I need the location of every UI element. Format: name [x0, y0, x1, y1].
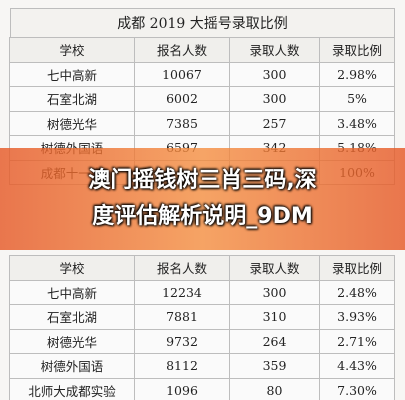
cell: 树德光华: [9, 328, 135, 354]
header-cell: 报名人数: [134, 255, 230, 281]
cell: 300: [229, 279, 320, 305]
header-cell: 录取比例: [319, 255, 395, 281]
banner-line: 澳门摇钱树三肖三码,深: [88, 168, 317, 193]
header-cell: 录取人数: [229, 255, 320, 281]
cell: 4.43%: [319, 353, 395, 379]
cell: 10067: [134, 61, 230, 87]
header-cell: 报名人数: [134, 37, 230, 63]
cell: 石室北湖: [9, 304, 135, 330]
cell: 2.98%: [319, 61, 395, 87]
banner-line: 度评估解析说明_9DM: [92, 204, 313, 229]
cell: 300: [229, 61, 320, 87]
cell: 6002: [134, 86, 230, 112]
cell: 359: [229, 353, 320, 379]
cell: 石室北湖: [9, 86, 135, 112]
cell: 257: [229, 110, 320, 136]
cell: 树德光华: [9, 110, 135, 136]
cell: 3.48%: [319, 110, 395, 136]
cell: 七中高新: [9, 279, 135, 305]
cell: 310: [229, 304, 320, 330]
cell: 北师大成都实验: [9, 377, 135, 400]
cell: 3.93%: [319, 304, 395, 330]
cell: 12234: [134, 279, 230, 305]
banner: 澳门摇钱树三肖三码,深 度评估解析说明_9DM: [0, 148, 405, 250]
cell: 5%: [319, 86, 395, 112]
header-cell: 录取人数: [229, 37, 320, 63]
cell: 2.48%: [319, 279, 395, 305]
cell: 树德外国语: [9, 353, 135, 379]
cell: 80: [229, 377, 320, 400]
header-cell: 学校: [9, 255, 135, 281]
cell: 2.71%: [319, 328, 395, 354]
cell: 7.30%: [319, 377, 395, 400]
cell: 7881: [134, 304, 230, 330]
cell: 七中高新: [9, 61, 135, 87]
table-title: 成都 2019 大摇号录取比例: [10, 8, 395, 38]
cell: 7385: [134, 110, 230, 136]
cell: 1096: [134, 377, 230, 400]
header-cell: 录取比例: [319, 37, 395, 63]
cell: 8112: [134, 353, 230, 379]
cell: 9732: [134, 328, 230, 354]
header-cell: 学校: [9, 37, 135, 63]
cell: 264: [229, 328, 320, 354]
cell: 300: [229, 86, 320, 112]
